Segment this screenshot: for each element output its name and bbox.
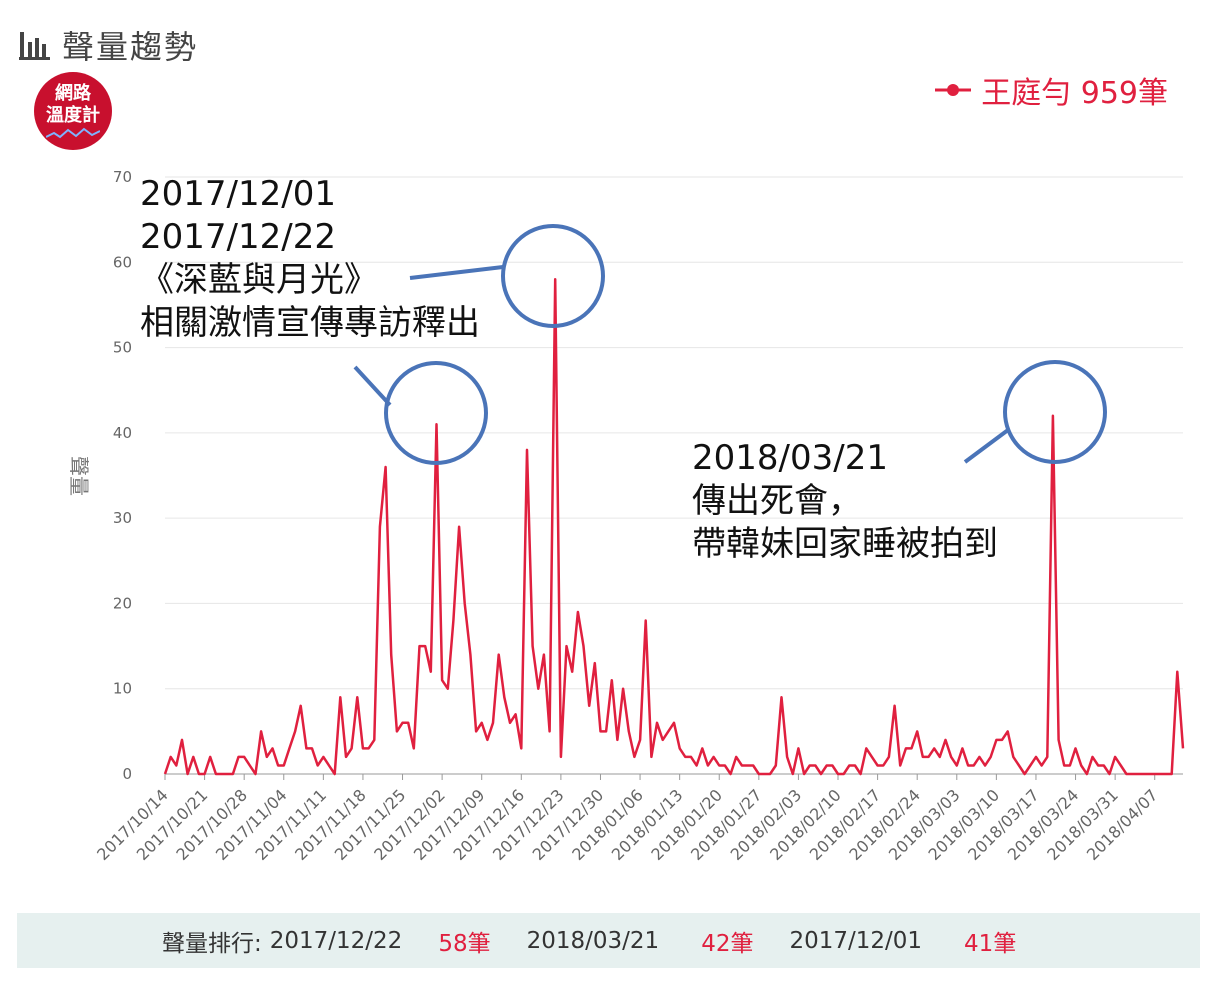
- logo-line-1: 網路: [55, 83, 91, 104]
- highlight-circle: [501, 224, 605, 328]
- y-tick-label: 20: [113, 594, 132, 612]
- highlight-circle: [1003, 360, 1107, 464]
- annotation-line: 2017/12/01: [140, 174, 336, 214]
- brand-logo: 網路 溫度計: [34, 72, 112, 150]
- annotation-line: 傳出死會，: [692, 481, 862, 521]
- ranking-footer: 聲量排行: 2017/12/22 58筆 2018/03/21 42筆 2017…: [17, 913, 1200, 968]
- y-tick-label: 50: [113, 339, 132, 357]
- annotation-line: 相關激情宣傳專訪釋出: [140, 303, 480, 343]
- y-tick-label: 10: [113, 680, 132, 698]
- annotation-march: 2018/03/21 傳出死會， 帶韓妹回家睡被拍到: [692, 437, 998, 566]
- chart-header: 聲量趨勢: [18, 20, 198, 70]
- rank-count: 42筆: [701, 930, 754, 957]
- annotation-line: 2017/12/22: [140, 217, 336, 257]
- ranking-prefix: 聲量排行:: [162, 930, 262, 957]
- line-chart: 010203040506070聲量2017/10/142017/10/21201…: [67, 168, 1185, 864]
- annotation-line: 《深藍與月光》: [140, 260, 378, 300]
- highlight-circle: [384, 361, 488, 465]
- pointer-line: [353, 365, 392, 407]
- rank-count: 58筆: [438, 930, 491, 957]
- legend-label: 王庭勻 959筆: [981, 76, 1168, 111]
- rank-count: 41筆: [964, 930, 1017, 957]
- annotation-line: 帶韓妹回家睡被拍到: [692, 524, 998, 564]
- rank-date: 2018/03/21: [526, 927, 660, 954]
- logo-line-2: 溫度計: [46, 105, 100, 126]
- series-line: [163, 278, 1185, 776]
- y-tick-label: 40: [113, 424, 132, 442]
- y-tick-label: 60: [113, 253, 132, 271]
- pointer-line: [963, 428, 1010, 464]
- rank-date: 2017/12/01: [789, 927, 923, 954]
- chart-legend[interactable]: 王庭勻 959筆: [933, 68, 1168, 112]
- wave-icon: [46, 127, 100, 139]
- y-axis-label: 聲量: [67, 456, 91, 496]
- annotation-line: 2018/03/21: [692, 438, 888, 478]
- y-tick-label: 70: [113, 168, 132, 186]
- pointer-line: [409, 265, 504, 280]
- y-tick-label: 0: [122, 765, 132, 783]
- rank-date: 2017/12/22: [269, 927, 403, 954]
- page-title: 聲量趨勢: [62, 28, 199, 66]
- annotation-december: 2017/12/01 2017/12/22 《深藍與月光》 相關激情宣傳專訪釋出: [140, 173, 480, 345]
- legend-line-marker: [935, 84, 972, 96]
- y-tick-label: 30: [113, 509, 132, 527]
- bar-chart-icon: [19, 32, 50, 60]
